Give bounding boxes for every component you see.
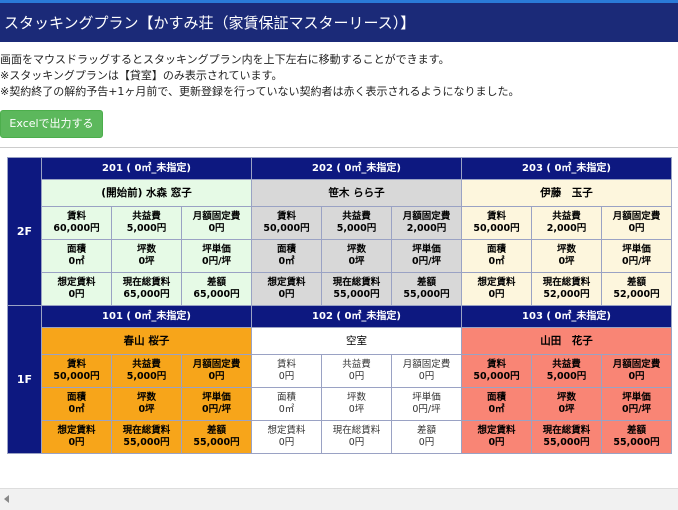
common-fee-cell: 共益費 2,000円 (531, 206, 602, 240)
difference-cell: 差額 55,000円 (601, 420, 672, 454)
area-cell: 面積 0㎡ (461, 387, 532, 421)
total-rent-cell: 現在総賃料 55,000円 (111, 420, 182, 454)
fixed-fee-cell: 月額固定費 0円 (601, 206, 672, 240)
page-title: スタッキングプラン【かすみ荘（家賃保証マスターリース）】 (4, 14, 416, 32)
rent-cell: 賃料 50,000円 (41, 354, 112, 388)
tsubo-cell: 坪数 0坪 (321, 387, 392, 421)
area-cell: 面積 0㎡ (41, 239, 112, 273)
room-header-203[interactable]: 203 ( 0㎡_未指定) (461, 157, 672, 180)
tenant-name-101[interactable]: 春山 桜子 (41, 327, 252, 355)
area-cell: 面積 0㎡ (251, 239, 322, 273)
rent-cell: 賃料 50,000円 (251, 206, 322, 240)
difference-cell: 差額 55,000円 (181, 420, 252, 454)
difference-cell: 差額 0円 (391, 420, 462, 454)
tsubo-cell: 坪数 0坪 (111, 239, 182, 273)
note-line: ※スタッキングプランは【貸室】のみ表示されています。 (0, 69, 283, 82)
expected-rent-cell: 想定賃料 0円 (251, 420, 322, 454)
difference-cell: 差額 65,000円 (181, 272, 252, 306)
excel-export-button[interactable]: Excelで出力する (0, 110, 103, 138)
scroll-left-arrow-icon[interactable] (4, 495, 9, 503)
common-fee-cell: 共益費 5,000円 (111, 206, 182, 240)
tsubo-price-cell: 坪単価 0円/坪 (391, 239, 462, 273)
fixed-fee-cell: 月額固定費 0円 (601, 354, 672, 388)
total-rent-cell: 現在総賃料 55,000円 (321, 272, 392, 306)
tenant-name-201[interactable]: (開始前) 水森 窓子 (41, 179, 252, 207)
tsubo-cell: 坪数 0坪 (321, 239, 392, 273)
common-fee-cell: 共益費 5,000円 (531, 354, 602, 388)
tsubo-price-cell: 坪単価 0円/坪 (391, 387, 462, 421)
floor-label-2f: 2F (7, 157, 42, 306)
fixed-fee-cell: 月額固定費 0円 (181, 354, 252, 388)
floor-label-1f: 1F (7, 305, 42, 454)
tsubo-price-cell: 坪単価 0円/坪 (601, 387, 672, 421)
area-cell: 面積 0㎡ (41, 387, 112, 421)
expected-rent-cell: 想定賃料 0円 (461, 272, 532, 306)
divider (0, 147, 678, 148)
expected-rent-cell: 想定賃料 0円 (461, 420, 532, 454)
expected-rent-cell: 想定賃料 0円 (41, 420, 112, 454)
common-fee-cell: 共益費 5,000円 (111, 354, 182, 388)
note-line: ※契約終了の解約予告+1ヶ月前で、更新登録を行っていない契約者は赤く表示されるよ… (0, 85, 520, 98)
tenant-name-102[interactable]: 空室 (251, 327, 462, 355)
room-header-202[interactable]: 202 ( 0㎡_未指定) (251, 157, 462, 180)
common-fee-cell: 共益費 5,000円 (321, 206, 392, 240)
tenant-name-203[interactable]: 伊藤 玉子 (461, 179, 672, 207)
expected-rent-cell: 想定賃料 0円 (41, 272, 112, 306)
stacking-plan-grid[interactable]: 2F 201 ( 0㎡_未指定) 202 ( 0㎡_未指定) 203 ( 0㎡_… (7, 157, 672, 454)
room-header-103[interactable]: 103 ( 0㎡_未指定) (461, 305, 672, 328)
room-header-201[interactable]: 201 ( 0㎡_未指定) (41, 157, 252, 180)
tsubo-price-cell: 坪単価 0円/坪 (181, 239, 252, 273)
note-line: 画面をマウスドラッグするとスタッキングプラン内を上下左右に移動することができます… (0, 53, 450, 66)
tsubo-price-cell: 坪単価 0円/坪 (181, 387, 252, 421)
room-header-102[interactable]: 102 ( 0㎡_未指定) (251, 305, 462, 328)
common-fee-cell: 共益費 0円 (321, 354, 392, 388)
fixed-fee-cell: 月額固定費 0円 (181, 206, 252, 240)
page-header: スタッキングプラン【かすみ荘（家賃保証マスターリース）】 (0, 0, 678, 42)
area-cell: 面積 0㎡ (251, 387, 322, 421)
rent-cell: 賃料 60,000円 (41, 206, 112, 240)
total-rent-cell: 現在総賃料 0円 (321, 420, 392, 454)
rent-cell: 賃料 50,000円 (461, 354, 532, 388)
rent-cell: 賃料 0円 (251, 354, 322, 388)
fixed-fee-cell: 月額固定費 2,000円 (391, 206, 462, 240)
total-rent-cell: 現在総賃料 52,000円 (531, 272, 602, 306)
tsubo-cell: 坪数 0坪 (531, 239, 602, 273)
room-header-101[interactable]: 101 ( 0㎡_未指定) (41, 305, 252, 328)
total-rent-cell: 現在総賃料 55,000円 (531, 420, 602, 454)
rent-cell: 賃料 50,000円 (461, 206, 532, 240)
tsubo-cell: 坪数 0坪 (111, 387, 182, 421)
fixed-fee-cell: 月額固定費 0円 (391, 354, 462, 388)
tsubo-price-cell: 坪単価 0円/坪 (601, 239, 672, 273)
tenant-name-103[interactable]: 山田 花子 (461, 327, 672, 355)
horizontal-scrollbar[interactable] (0, 488, 678, 510)
instructions: 画面をマウスドラッグするとスタッキングプラン内を上下左右に移動することができます… (0, 52, 678, 100)
difference-cell: 差額 52,000円 (601, 272, 672, 306)
expected-rent-cell: 想定賃料 0円 (251, 272, 322, 306)
total-rent-cell: 現在総賃料 65,000円 (111, 272, 182, 306)
tsubo-cell: 坪数 0坪 (531, 387, 602, 421)
tenant-name-202[interactable]: 笹木 らら子 (251, 179, 462, 207)
difference-cell: 差額 55,000円 (391, 272, 462, 306)
area-cell: 面積 0㎡ (461, 239, 532, 273)
